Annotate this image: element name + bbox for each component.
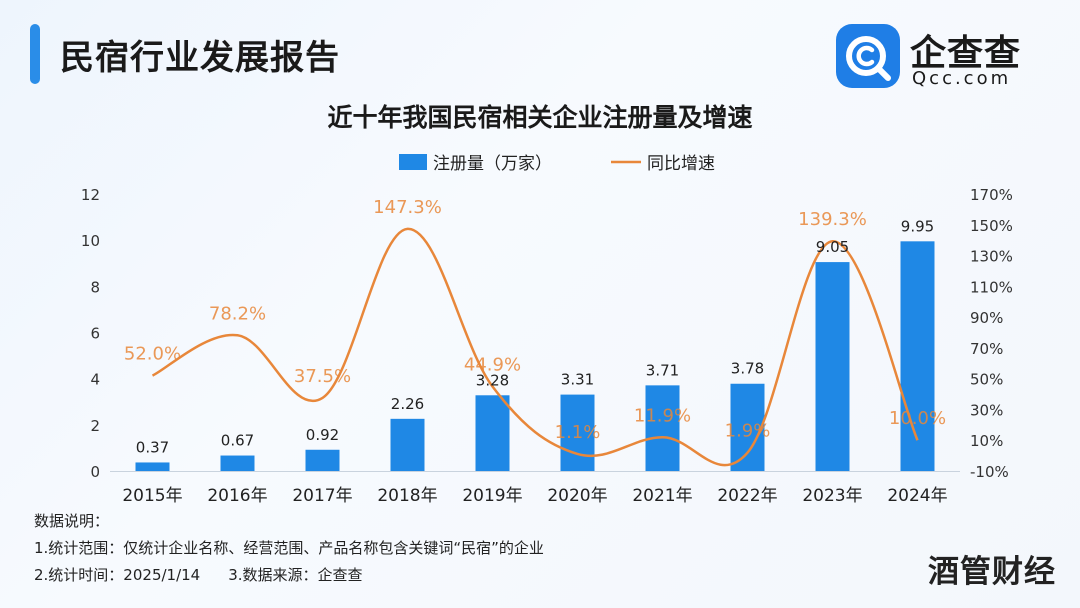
bar-9 [815,262,850,471]
y-right-tick-label: 70% [970,340,1003,358]
line-value-label: 37.5% [294,366,351,387]
y-right-tick-label: 50% [970,371,1003,389]
line-value-label: 10.0% [889,408,946,429]
x-tick-label: 2019年 [462,486,522,506]
x-tick-label: 2020年 [547,486,607,506]
x-tick-label: 2016年 [207,486,267,506]
notes-scope: 1.统计范围：仅统计企业名称、经营范围、产品名称包含关键词“民宿”的企业 [34,539,544,557]
line-value-label: 147.3% [373,197,442,218]
line-value-label: 1.1% [555,422,601,443]
x-tick-label: 2017年 [292,486,352,506]
legend-label-line: 同比增速 [647,154,715,174]
logo-domain: Qcc.com [912,68,1012,89]
header-accent-bar [30,24,40,84]
bar-value-label: 3.78 [731,360,764,378]
combo-chart: 注册量（万家） 同比增速 0 2 4 6 8 10 12 -10% 10% 30% 50% 70% 90% 1… [81,154,1013,506]
bar-value-label: 0.92 [306,426,339,444]
bar-4 [390,418,425,471]
x-tick-label: 2022年 [717,486,777,506]
bar-value-label: 0.37 [136,438,169,456]
y-left-tick-label: 10 [81,232,100,250]
y-left-tick-label: 4 [90,371,100,389]
bar-value-label: 9.95 [901,217,934,235]
logo-name: 企查查 [910,33,1022,74]
line-value-label: 139.3% [798,209,867,230]
bar-value-label: 0.67 [221,432,254,450]
bar-7 [645,385,680,471]
x-tick-label: 2024年 [887,486,947,506]
growth-rate-line [151,227,919,467]
y-left-tick-label: 8 [90,278,100,296]
line-value-label: 44.9% [464,355,521,376]
line-value-label: 52.0% [124,344,181,365]
y-left-tick-label: 6 [90,325,100,343]
bar-10 [900,241,935,471]
bar-value-label: 9.05 [816,238,849,256]
chart-title: 近十年我国民宿相关企业注册量及增速 [327,103,753,132]
x-tick-label: 2018年 [377,486,437,506]
y-left-tick-label: 0 [90,463,100,481]
notes-row: 2.统计时间：2025/1/14 3.数据来源：企查查 [34,562,544,589]
bar-2 [220,455,255,471]
bar-5 [475,395,510,471]
line-value-label: 11.9% [634,405,691,426]
line-value-label: 78.2% [209,303,266,324]
y-right-tick-label: 30% [970,401,1003,419]
notes-heading: 数据说明： [34,512,110,530]
x-tick-label: 2023年 [802,486,862,506]
legend-swatch-bars [399,154,427,170]
line-value-label: 1.9% [725,421,771,442]
bar-3 [305,449,340,471]
y-right-tick-label: 150% [970,217,1013,235]
y-right-tick-label: 170% [970,186,1013,204]
bar-6 [560,394,595,471]
notes-time: 2.统计时间：2025/1/14 [34,566,201,584]
legend-label-bars: 注册量（万家） [433,154,552,174]
bar-value-label: 3.71 [646,361,679,379]
bar-value-label: 3.31 [561,371,594,389]
x-tick-label: 2021年 [632,486,692,506]
bar-value-label: 3.28 [476,371,509,389]
notes-source: 3.数据来源：企查查 [228,566,363,584]
y-right-tick-label: -10% [970,463,1009,481]
watermark: 酒管财经 [928,554,1056,590]
page-title: 民宿行业发展报告 [60,38,340,78]
y-right-tick-label: 10% [970,432,1003,450]
data-notes: 数据说明： 1.统计范围：仅统计企业名称、经营范围、产品名称包含关键词“民宿”的… [34,508,544,589]
bar-1 [135,462,170,471]
y-right-tick-label: 110% [970,278,1013,296]
bar-8 [730,383,765,471]
y-left-tick-label: 2 [90,417,100,435]
qcc-logo: 企查查 Qcc.com [836,24,1046,90]
y-left-tick-label: 12 [81,186,100,204]
y-right-tick-label: 90% [970,309,1003,327]
qcc-logo-icon [836,24,900,88]
x-tick-label: 2015年 [122,486,182,506]
y-right-tick-label: 130% [970,248,1013,266]
bar-value-label: 2.26 [391,395,424,413]
